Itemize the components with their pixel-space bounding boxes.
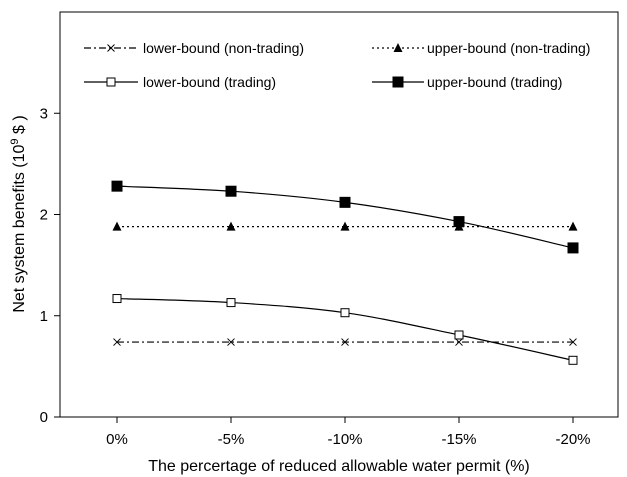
data-point xyxy=(455,338,463,346)
series-2 xyxy=(112,221,578,231)
y-tick-label: 1 xyxy=(40,308,48,325)
x-mark-stroke xyxy=(569,338,577,346)
data-point xyxy=(567,242,579,254)
series-line xyxy=(116,297,574,361)
x-tick-label: 0% xyxy=(106,431,128,448)
legend-marker xyxy=(107,44,115,52)
legend-label: upper-bound (trading) xyxy=(427,74,562,90)
x-mark-stroke xyxy=(113,338,121,346)
legend-marker xyxy=(392,76,404,88)
data-point xyxy=(454,330,464,340)
x-tick-label: -5% xyxy=(218,431,245,448)
data-point xyxy=(568,221,578,231)
data-point xyxy=(340,221,350,231)
y-axis-title-exponent: 9 xyxy=(9,138,21,144)
series-3 xyxy=(112,294,578,365)
y-tick-label: 2 xyxy=(40,207,48,224)
data-point xyxy=(225,185,237,197)
legend-marker xyxy=(393,43,403,52)
plot-frame xyxy=(59,11,619,418)
legend-marker xyxy=(106,77,116,87)
x-tick-label: -10% xyxy=(327,431,362,448)
x-mark-stroke xyxy=(227,338,235,346)
axes: 0 1 2 3 0% -5% -10% -15% -20% xyxy=(40,105,591,448)
legend-label: lower-bound (non-trading) xyxy=(143,40,304,56)
y-tick-label: 0 xyxy=(40,409,48,426)
y-axis-title-unit: $ ) xyxy=(11,115,28,138)
data-point xyxy=(568,355,578,365)
x-axis-title: The percertage of reduced allowable wate… xyxy=(148,458,530,475)
data-point xyxy=(453,216,465,228)
data-point xyxy=(112,221,122,231)
y-axis-title: Net system benefits (109 $ ) xyxy=(9,115,28,312)
legend-entry-2: upper-bound (non-trading) xyxy=(372,40,590,56)
data-point xyxy=(111,180,123,192)
data-point xyxy=(569,338,577,346)
x-mark-stroke xyxy=(455,338,463,346)
data-point xyxy=(339,196,351,208)
data-point xyxy=(113,338,121,346)
data-point xyxy=(227,338,235,346)
x-mark-stroke xyxy=(341,338,349,346)
y-tick-label: 3 xyxy=(40,105,48,122)
legend-entry-4: upper-bound (trading) xyxy=(372,74,562,90)
legend-entry-1: lower-bound (non-trading) xyxy=(84,40,304,56)
legend-entry-3: lower-bound (trading) xyxy=(84,74,276,90)
data-point xyxy=(226,221,236,231)
legend: lower-bound (non-trading) upper-bound (no… xyxy=(84,40,590,90)
x-tick-label: -15% xyxy=(441,431,476,448)
y-axis-title-main: Net system benefits (10 xyxy=(11,144,28,312)
series-1 xyxy=(113,338,577,346)
legend-label: upper-bound (non-trading) xyxy=(427,40,590,56)
x-tick-label: -20% xyxy=(555,431,590,448)
data-point xyxy=(341,338,349,346)
data-point xyxy=(226,298,236,308)
legend-label: lower-bound (trading) xyxy=(143,74,276,90)
data-point xyxy=(112,294,122,304)
series-4 xyxy=(111,180,579,254)
series-line xyxy=(116,185,574,249)
data-point xyxy=(340,308,350,318)
x-mark-stroke xyxy=(107,44,115,52)
series-layer xyxy=(111,180,579,365)
